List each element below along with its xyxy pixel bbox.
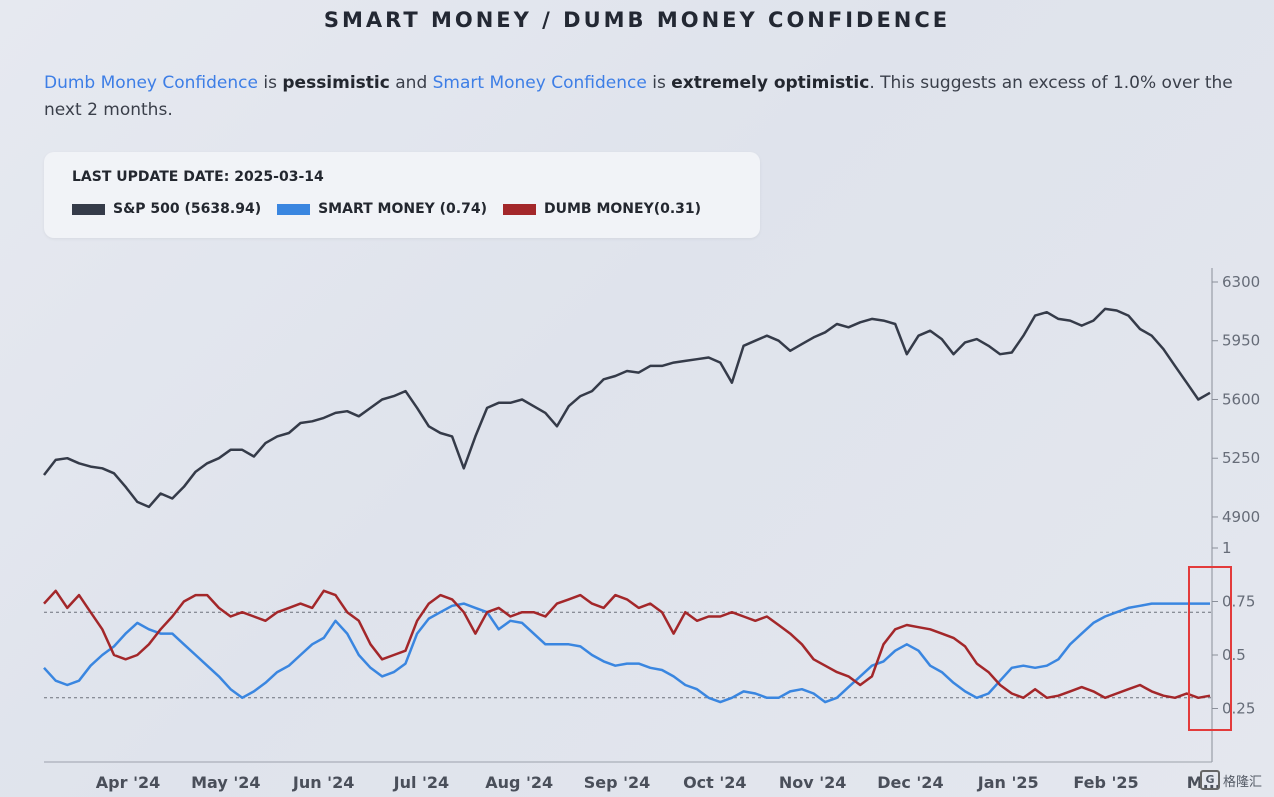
sentiment-tick-label: 0.25 <box>1222 700 1255 718</box>
summary-rest: . This suggests an excess of 1.0% over t… <box>44 73 1233 120</box>
sentiment-tick-label: 0.5 <box>1222 646 1246 664</box>
price-tick-label: 4900 <box>1222 508 1260 526</box>
summary-and: and <box>389 73 433 93</box>
smart-money-line <box>43 602 1210 704</box>
legend-swatch-dumb-money <box>502 203 536 215</box>
legend-label-sp500: S&P 500 (5638.94) <box>113 201 262 217</box>
sentiment-tick-label: 0.75 <box>1222 593 1255 611</box>
month-label: Apr '24 <box>96 773 160 792</box>
summary-text: Dumb Money Confidence is pessimistic and… <box>44 70 1244 124</box>
month-label: Aug '24 <box>485 773 553 792</box>
legend-items: S&P 500 (5638.94) SMART MONEY (0.74) DUM… <box>72 201 717 217</box>
month-label: Jun '24 <box>292 773 354 792</box>
month-label: M... <box>1187 773 1221 792</box>
legend-label-dumb-money: DUMB MONEY(0.31) <box>543 201 702 217</box>
watermark-logo-icon: G <box>1200 770 1220 790</box>
smart-money-link[interactable]: Smart Money Confidence <box>432 73 647 93</box>
chart-title: SMART MONEY / DUMB MONEY CONFIDENCE <box>323 8 951 32</box>
legend-swatch-sp500 <box>72 203 105 215</box>
legend-item-dumb-money[interactable]: DUMB MONEY(0.31) <box>502 201 702 217</box>
month-label: Feb '25 <box>1073 773 1138 792</box>
price-tick-label: 5600 <box>1222 390 1260 408</box>
legend-item-sp500[interactable]: S&P 500 (5638.94) <box>72 201 261 217</box>
legend-item-smart-money[interactable]: SMART MONEY (0.74) <box>277 201 487 217</box>
month-label: Dec '24 <box>877 773 943 792</box>
legend-label-smart-money: SMART MONEY (0.74) <box>318 201 487 217</box>
price-tick-label: 6300 <box>1222 273 1260 291</box>
dumb-money-line <box>43 589 1211 700</box>
month-label: Jan '25 <box>977 773 1039 792</box>
summary-is-1: is <box>257 73 283 93</box>
last-update-date: LAST UPDATE DATE: 2025-03-14 <box>72 169 324 185</box>
dumb-money-state: pessimistic <box>282 73 390 93</box>
dumb-money-link[interactable]: Dumb Money Confidence <box>44 73 258 93</box>
price-tick-label: 5250 <box>1222 449 1260 467</box>
summary-is-2: is <box>646 73 672 93</box>
smart-money-state: extremely optimistic <box>671 73 870 93</box>
watermark-text: 格隆汇 <box>1223 774 1263 790</box>
sp500-line <box>43 307 1211 509</box>
sentiment-tick-label: 1 <box>1222 539 1232 557</box>
month-label: Nov '24 <box>779 773 847 792</box>
price-tick-label: 5950 <box>1222 332 1260 350</box>
month-label: Jul '24 <box>393 773 450 792</box>
legend-swatch-smart-money <box>277 203 311 215</box>
month-label: May '24 <box>191 773 260 792</box>
legend-panel: LAST UPDATE DATE: 2025-03-14 S&P 500 (56… <box>44 152 760 238</box>
watermark-badge: G 格隆汇 <box>1200 766 1274 794</box>
latest-highlight-box <box>1188 566 1232 731</box>
month-label: Sep '24 <box>584 773 651 792</box>
month-label: Oct '24 <box>683 773 746 792</box>
